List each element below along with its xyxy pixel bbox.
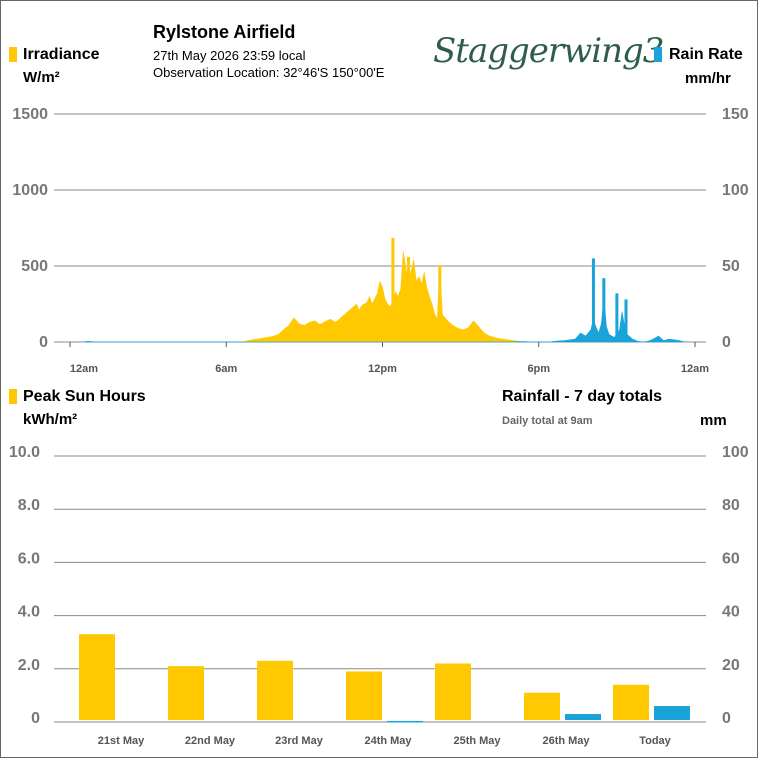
rain-rate-unit: mm/hr bbox=[685, 70, 731, 87]
rain-rate-swatch bbox=[654, 47, 662, 62]
top-right-tick-label: 150 bbox=[722, 106, 749, 123]
top-left-tick-label: 0 bbox=[39, 334, 48, 351]
top-x-tick-label: 12pm bbox=[368, 363, 397, 375]
peak-sun-bar bbox=[613, 684, 649, 720]
series-area-irradiance bbox=[241, 250, 524, 343]
bottom-x-tick-label: 21st May bbox=[98, 735, 145, 747]
bottom-left-tick-label: 0 bbox=[31, 710, 40, 727]
bottom-right-tick-label: 0 bbox=[722, 710, 731, 727]
irradiance-legend: Irradiance bbox=[23, 46, 100, 63]
top-x-tick-label: 12am bbox=[70, 363, 98, 375]
observation-datetime: 27th May 2026 23:59 local bbox=[153, 48, 306, 63]
observation-location: Observation Location: 32°46'S 150°00'E bbox=[153, 65, 385, 80]
peak-sun-swatch bbox=[9, 389, 17, 404]
top-left-tick-label: 1000 bbox=[12, 182, 48, 199]
bottom-x-tick-label: 25th May bbox=[453, 735, 501, 747]
bottom-x-tick-label: Today bbox=[639, 735, 671, 747]
rainfall-unit: mm bbox=[700, 412, 727, 429]
irradiance-unit: W/m² bbox=[23, 69, 60, 86]
station-title: Rylstone Airfield bbox=[153, 22, 296, 42]
top-right-tick-label: 0 bbox=[722, 334, 731, 351]
rainfall-subtitle: Daily total at 9am bbox=[502, 415, 593, 427]
bottom-right-tick-label: 20 bbox=[722, 657, 740, 674]
peak-sun-bar bbox=[346, 671, 382, 720]
staggerwing-logo: Staggerwing3 bbox=[433, 31, 664, 71]
irradiance-swatch bbox=[9, 47, 17, 62]
peak-sun-unit: kWh/m² bbox=[23, 411, 78, 428]
top-right-tick-label: 100 bbox=[722, 182, 749, 199]
bottom-left-tick-label: 2.0 bbox=[18, 657, 40, 674]
peak-sun-legend: Peak Sun Hours bbox=[23, 388, 146, 405]
top-left-tick-label: 500 bbox=[21, 258, 48, 275]
peak-sun-bar bbox=[168, 666, 204, 720]
top-x-tick-label: 6pm bbox=[527, 363, 550, 375]
peak-sun-bar bbox=[257, 660, 293, 720]
rainfall-bar bbox=[387, 720, 423, 723]
top-right-tick-label: 50 bbox=[722, 258, 740, 275]
bottom-x-tick-label: 23rd May bbox=[275, 735, 324, 747]
bottom-x-tick-label: 26th May bbox=[542, 735, 590, 747]
bottom-x-tick-label: 22nd May bbox=[185, 735, 236, 747]
bottom-right-tick-label: 40 bbox=[722, 604, 740, 621]
rain-rate-legend: Rain Rate bbox=[669, 46, 743, 63]
top-x-tick-label: 12am bbox=[681, 363, 709, 375]
bottom-right-tick-label: 80 bbox=[722, 497, 740, 514]
bottom-left-tick-label: 10.0 bbox=[9, 444, 40, 461]
bottom-left-tick-label: 6.0 bbox=[18, 550, 40, 567]
bottom-right-tick-label: 100 bbox=[722, 444, 749, 461]
bottom-x-tick-label: 24th May bbox=[364, 735, 412, 747]
top-x-tick-label: 6am bbox=[215, 363, 237, 375]
rainfall-bar bbox=[654, 706, 690, 720]
peak-sun-bar bbox=[524, 692, 560, 720]
rainfall-bar bbox=[565, 714, 601, 720]
top-left-tick-label: 1500 bbox=[12, 106, 48, 123]
rainfall-title: Rainfall - 7 day totals bbox=[502, 388, 663, 405]
bottom-left-tick-label: 4.0 bbox=[18, 604, 40, 621]
bottom-left-tick-label: 8.0 bbox=[18, 497, 40, 514]
peak-sun-bar bbox=[79, 634, 115, 720]
bottom-right-tick-label: 60 bbox=[722, 550, 740, 567]
peak-sun-bar bbox=[435, 663, 471, 720]
